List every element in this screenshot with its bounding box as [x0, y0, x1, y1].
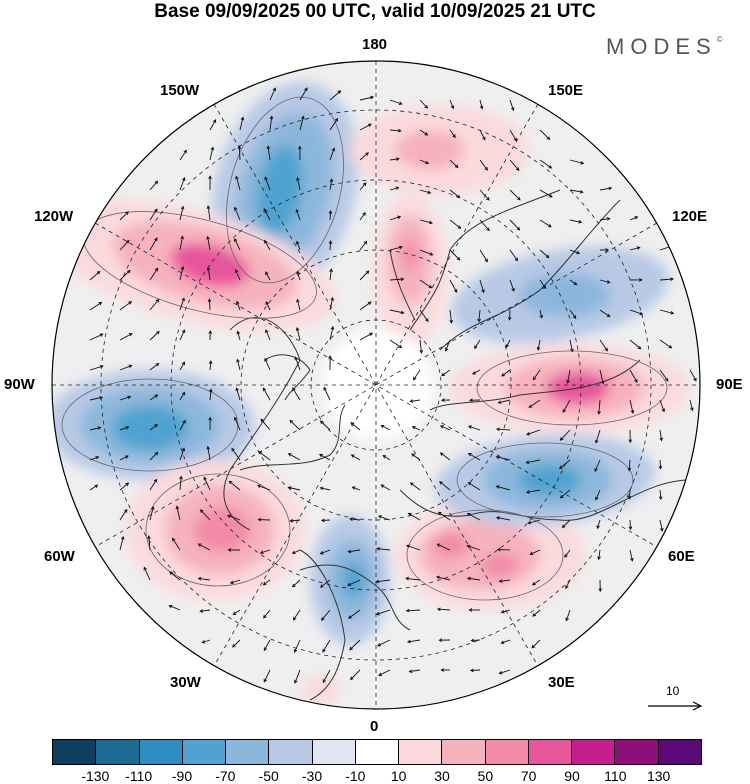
lon-label-180: 180 — [362, 36, 387, 53]
colorbar-tick-label: -90 — [172, 768, 192, 784]
lon-label-150w: 150W — [160, 82, 199, 99]
colorbar-tick-label: -10 — [345, 768, 365, 784]
colorbar-tick-label: 110 — [604, 768, 626, 784]
colorbar-swatch — [615, 740, 658, 764]
colorbar-swatch — [226, 740, 269, 764]
colorbar-swatch — [442, 740, 485, 764]
lon-label-90w: 90W — [4, 376, 35, 393]
colorbar-swatch — [96, 740, 139, 764]
colorbar-swatch — [356, 740, 399, 764]
lon-label-90e: 90E — [716, 376, 743, 393]
colorbar-tick-label: 70 — [521, 768, 537, 784]
colorbar-swatch — [659, 740, 701, 764]
colorbar-tick-label: -30 — [302, 768, 322, 784]
colorbar-swatch — [399, 740, 442, 764]
lon-label-0: 0 — [370, 718, 378, 735]
lon-label-120e: 120E — [672, 208, 707, 225]
colorbar-swatch — [313, 740, 356, 764]
colorbar-swatch — [183, 740, 226, 764]
colorbar-tick-label: 130 — [647, 768, 670, 784]
lon-label-60w: 60W — [44, 548, 75, 565]
colorbar-swatch — [572, 740, 615, 764]
colorbar-swatch — [140, 740, 183, 764]
lon-label-30e: 30E — [548, 674, 575, 691]
colorbar-tick-label: -130 — [81, 768, 109, 784]
colorbar-tick-label: -70 — [215, 768, 235, 784]
reference-vector-label: 10 — [666, 684, 679, 698]
colorbar-ticks: -130 -110 -90 -70 -50 -30 -10 10 30 50 70 90 110 130 — [0, 768, 750, 783]
lon-label-150e: 150E — [548, 82, 583, 99]
colorbar-tick-label: 30 — [434, 768, 450, 784]
colorbar-swatch — [529, 740, 572, 764]
colorbar — [52, 739, 702, 765]
colorbar-tick-label: -110 — [125, 768, 152, 784]
lon-label-120w: 120W — [34, 208, 73, 225]
colorbar-swatch — [486, 740, 529, 764]
colorbar-tick-label: 50 — [478, 768, 494, 784]
colorbar-tick-label: -50 — [259, 768, 279, 784]
colorbar-swatch — [53, 740, 96, 764]
colorbar-swatch — [269, 740, 312, 764]
lon-label-60e: 60E — [668, 548, 695, 565]
colorbar-tick-label: 90 — [564, 768, 580, 784]
lon-label-30w: 30W — [170, 674, 201, 691]
colorbar-tick-label: 10 — [391, 768, 407, 784]
